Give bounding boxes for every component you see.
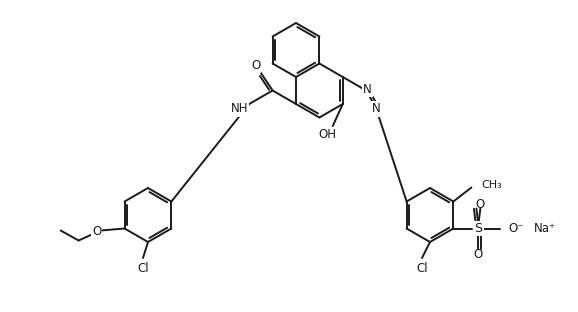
Text: Cl: Cl	[416, 261, 428, 275]
Text: O⁻: O⁻	[509, 222, 524, 235]
Text: OH: OH	[318, 129, 337, 142]
Text: N: N	[372, 102, 381, 115]
Text: O: O	[251, 59, 260, 72]
Text: N: N	[363, 83, 372, 96]
Text: NH: NH	[231, 103, 248, 115]
Text: Cl: Cl	[137, 261, 149, 275]
Text: O: O	[474, 248, 483, 261]
Text: O: O	[476, 198, 485, 211]
Text: S: S	[475, 222, 483, 235]
Text: O: O	[92, 225, 101, 238]
Text: CH₃: CH₃	[481, 181, 502, 191]
Text: Na⁺: Na⁺	[533, 222, 555, 235]
